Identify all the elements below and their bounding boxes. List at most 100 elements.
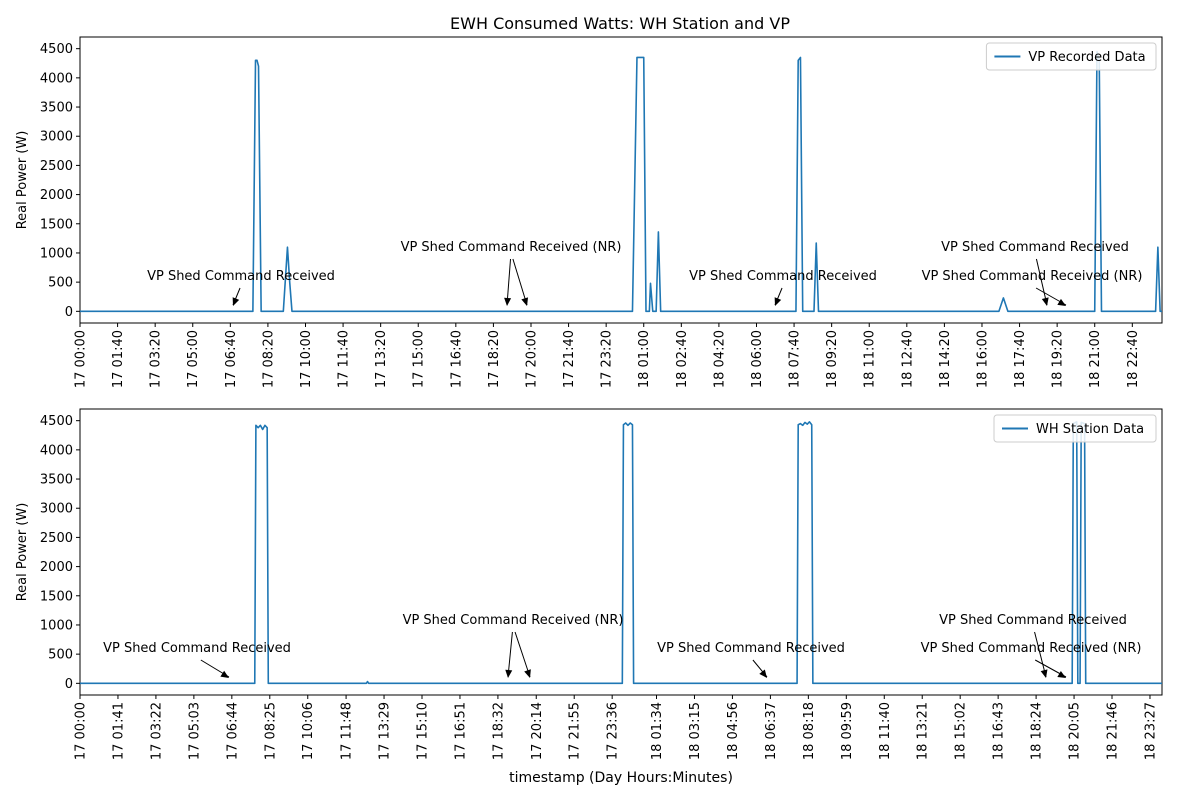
legend-label: VP Recorded Data (1028, 50, 1145, 65)
y-tick-label: 2000 (40, 188, 73, 203)
y-axis-label: Real Power (W) (15, 503, 30, 602)
x-tick-label: 17 06:44 (225, 702, 240, 760)
x-tick-label: 17 20:00 (524, 330, 539, 388)
legend-box (993, 414, 1157, 443)
y-tick-label: 3000 (40, 502, 73, 517)
annotation-arrow (506, 258, 512, 306)
annotation-arrowhead (1057, 298, 1066, 306)
annotation-arrowhead (521, 297, 529, 306)
annotations: VP Shed Command Received VP Shed Command … (147, 240, 1142, 306)
annotation-text: VP Shed Command Received (657, 641, 845, 656)
x-tick-label: 18 22:40 (1126, 330, 1141, 388)
annotation-text: VP Shed Command Received (689, 269, 877, 284)
x-tick-label: 17 10:06 (301, 702, 316, 760)
x-tick-label: 18 01:34 (650, 702, 665, 760)
legend-label: WH Station Data (1036, 422, 1144, 437)
x-tick-label: 17 01:40 (111, 330, 126, 388)
annotation-text: VP Shed Command Received (147, 269, 335, 284)
y-tick-label: 3500 (40, 473, 73, 488)
x-tick-label: 18 09:20 (825, 330, 840, 388)
y-tick-label: 3500 (40, 101, 73, 116)
annotation-text: VP Shed Command Received (NR) (401, 240, 622, 255)
annotation-text: VP Shed Command Received (NR) (403, 613, 624, 628)
x-tick-label: 17 21:40 (562, 330, 577, 388)
x-tick-label: 18 01:00 (637, 330, 652, 388)
x-tick-label: 17 23:20 (600, 330, 615, 388)
annotation-arrowhead (774, 297, 782, 306)
x-tick-label: 17 08:20 (261, 330, 276, 388)
plot-area-frame (79, 36, 1163, 324)
annotation-arrowhead (504, 297, 512, 306)
legend: VP Recorded Data (985, 42, 1157, 71)
x-tick-label: 18 15:02 (954, 702, 969, 760)
x-tick-label: 18 12:40 (900, 330, 915, 388)
plot-area-frame (79, 408, 1163, 696)
x-tick-label: 17 15:10 (416, 702, 431, 760)
x-tick-label: 18 21:00 (1088, 330, 1103, 388)
figure-title: EWH Consumed Watts: WH Station and VP (450, 14, 790, 33)
y-tick-label: 2500 (40, 159, 73, 174)
series-line-vp-recorded-data (80, 50, 1162, 313)
annotation-arrowhead (1057, 670, 1066, 678)
x-tick-label: 17 06:40 (224, 330, 239, 388)
x-tick-label: 17 18:20 (487, 330, 502, 388)
y-tick-label: 1000 (40, 246, 73, 261)
x-tick-label: 17 10:00 (299, 330, 314, 388)
x-axis-ticks: 17 00:00 17 01:41 17 03:22 17 05:03 17 06:44… (74, 695, 1158, 760)
x-tick-label: 17 15:00 (412, 330, 427, 388)
annotation-arrow (1034, 631, 1047, 678)
y-tick-label: 1500 (40, 217, 73, 232)
x-tick-label: 18 23:27 (1143, 702, 1158, 760)
annotation-text: VP Shed Command Received (NR) (921, 641, 1142, 656)
x-tick-label: 17 21:55 (568, 702, 583, 760)
y-tick-label: 4000 (40, 71, 73, 86)
x-tick-label: 18 11:40 (878, 702, 893, 760)
x-tick-label: 18 20:05 (1068, 702, 1083, 760)
y-axis-ticks: 0 500 1000 1500 2000 2500 3000 3500 4000 4500 (40, 414, 80, 692)
x-tick-label: 17 01:41 (111, 702, 126, 760)
x-axis-ticks: 17 00:00 17 01:40 17 03:20 17 05:00 17 06:40… (74, 323, 1141, 388)
annotation-text: VP Shed Command Received (NR) (922, 269, 1143, 284)
annotation-arrowhead (524, 669, 531, 678)
x-tick-label: 17 18:32 (491, 702, 506, 760)
x-tick-label: 18 13:21 (916, 702, 931, 760)
x-tick-label: 18 16:00 (975, 330, 990, 388)
x-tick-label: 17 00:00 (74, 702, 89, 760)
x-tick-label: 18 04:20 (712, 330, 727, 388)
x-tick-label: 18 18:24 (1030, 702, 1045, 760)
y-tick-label: 4000 (40, 443, 73, 458)
x-tick-label: 18 02:40 (675, 330, 690, 388)
annotation-arrow (512, 258, 528, 306)
x-tick-label: 18 19:20 (1051, 330, 1066, 388)
x-tick-label: 18 14:20 (938, 330, 953, 388)
x-tick-label: 18 04:56 (726, 702, 741, 760)
x-tick-label: 18 16:43 (992, 702, 1007, 760)
legend-box (985, 42, 1157, 71)
x-tick-label: 18 21:46 (1106, 702, 1121, 760)
x-axis-label: timestamp (Day Hours:Minutes) (509, 770, 733, 786)
x-tick-label: 18 07:40 (788, 330, 803, 388)
x-tick-label: 18 06:00 (750, 330, 765, 388)
y-tick-label: 500 (48, 648, 73, 663)
x-tick-label: 18 09:59 (840, 702, 855, 760)
x-tick-label: 17 11:48 (340, 702, 355, 760)
y-tick-label: 0 (65, 677, 73, 692)
x-tick-label: 17 00:00 (74, 330, 89, 388)
y-tick-label: 2500 (40, 531, 73, 546)
x-tick-label: 18 08:18 (802, 702, 817, 760)
annotation-arrowhead (759, 669, 767, 678)
annotation-text: VP Shed Command Received (941, 240, 1129, 255)
data-lines (80, 50, 1162, 313)
y-tick-label: 500 (48, 276, 73, 291)
x-tick-label: 17 11:40 (337, 330, 352, 388)
x-tick-label: 17 05:03 (187, 702, 202, 760)
x-tick-label: 17 13:20 (374, 330, 389, 388)
y-tick-label: 1500 (40, 589, 73, 604)
y-tick-label: 4500 (40, 414, 73, 429)
legend: WH Station Data (993, 414, 1157, 443)
x-tick-label: 17 13:29 (378, 702, 393, 760)
y-tick-label: 3000 (40, 130, 73, 145)
x-tick-label: 17 08:25 (263, 702, 278, 760)
x-tick-label: 18 11:00 (863, 330, 878, 388)
